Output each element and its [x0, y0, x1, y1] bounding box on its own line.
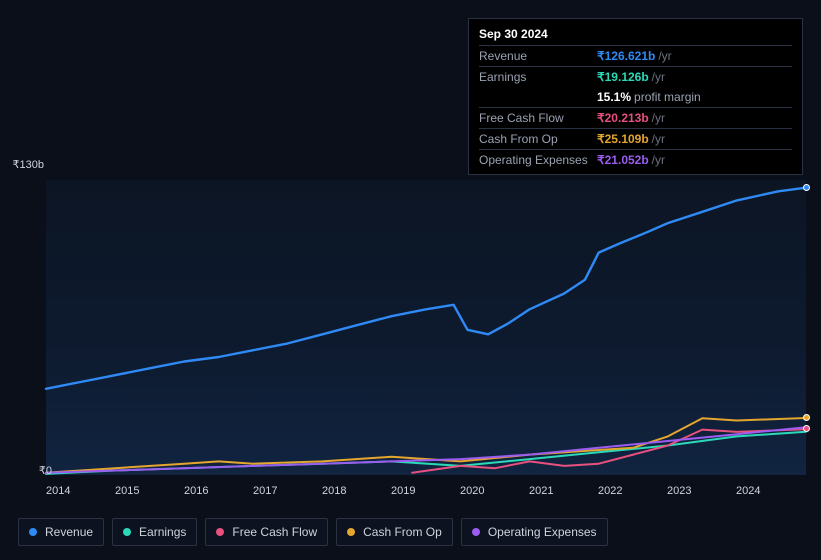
x-axis-tick: 2018	[322, 485, 391, 497]
series-end-dot	[803, 425, 810, 432]
tooltip-row-value: ₹19.126b/yr	[597, 70, 665, 84]
tooltip-date: Sep 30 2024	[479, 25, 792, 45]
legend-item[interactable]: Free Cash Flow	[205, 518, 328, 546]
y-axis-top-label: ₹130b	[10, 158, 44, 171]
tooltip-row: Cash From Op₹25.109b/yr	[479, 128, 792, 149]
chart-tooltip: Sep 30 2024 Revenue₹126.621b/yrEarnings₹…	[468, 18, 803, 175]
legend-item[interactable]: Revenue	[18, 518, 104, 546]
x-axis-tick: 2021	[529, 485, 598, 497]
legend-item[interactable]: Operating Expenses	[461, 518, 608, 546]
x-axis-tick: 2015	[115, 485, 184, 497]
x-axis-labels: 2014201520162017201820192020202120222023…	[46, 485, 806, 497]
legend-label: Cash From Op	[363, 525, 442, 539]
legend-label: Earnings	[139, 525, 186, 539]
tooltip-row: Revenue₹126.621b/yr	[479, 45, 792, 66]
legend-swatch	[123, 528, 131, 536]
tooltip-rows: Revenue₹126.621b/yrEarnings₹19.126b/yr15…	[479, 45, 792, 170]
x-axis-tick: 2014	[46, 485, 115, 497]
x-axis-tick: 2019	[391, 485, 460, 497]
series-end-dot	[803, 414, 810, 421]
tooltip-row: Earnings₹19.126b/yr	[479, 66, 792, 87]
x-axis-tick: 2022	[598, 485, 667, 497]
x-axis-tick: 2024	[736, 485, 805, 497]
legend-swatch	[347, 528, 355, 536]
x-axis-tick: 2023	[667, 485, 736, 497]
line-chart[interactable]: ₹130b ₹0 2014201520162017201820192020202…	[18, 160, 806, 475]
tooltip-row-label: Free Cash Flow	[479, 111, 597, 125]
chart-legend: Revenue Earnings Free Cash Flow Cash From O…	[18, 518, 608, 546]
legend-item[interactable]: Cash From Op	[336, 518, 453, 546]
tooltip-row-value: ₹126.621b/yr	[597, 49, 672, 63]
legend-label: Free Cash Flow	[232, 525, 317, 539]
y-axis-bottom-label: ₹0	[18, 464, 52, 477]
legend-swatch	[29, 528, 37, 536]
chart-lines	[46, 180, 806, 475]
legend-swatch	[216, 528, 224, 536]
x-axis-tick: 2017	[253, 485, 322, 497]
tooltip-row: Free Cash Flow₹20.213b/yr	[479, 107, 792, 128]
series-end-dot	[803, 184, 810, 191]
tooltip-row-value: ₹20.213b/yr	[597, 111, 665, 125]
legend-label: Revenue	[45, 525, 93, 539]
tooltip-subrow-value: 15.1%profit margin	[597, 90, 701, 104]
legend-item[interactable]: Earnings	[112, 518, 197, 546]
tooltip-row-value: ₹25.109b/yr	[597, 132, 665, 146]
tooltip-row-label: Earnings	[479, 70, 597, 84]
tooltip-row-label: Cash From Op	[479, 132, 597, 146]
legend-label: Operating Expenses	[488, 525, 597, 539]
x-axis-tick: 2020	[460, 485, 529, 497]
tooltip-subrow: 15.1%profit margin	[479, 87, 792, 107]
tooltip-row-label: Revenue	[479, 49, 597, 63]
x-axis-tick: 2016	[184, 485, 253, 497]
legend-swatch	[472, 528, 480, 536]
chart-surface: ₹0 2014201520162017201820192020202120222…	[46, 180, 806, 475]
series-line	[46, 188, 806, 389]
